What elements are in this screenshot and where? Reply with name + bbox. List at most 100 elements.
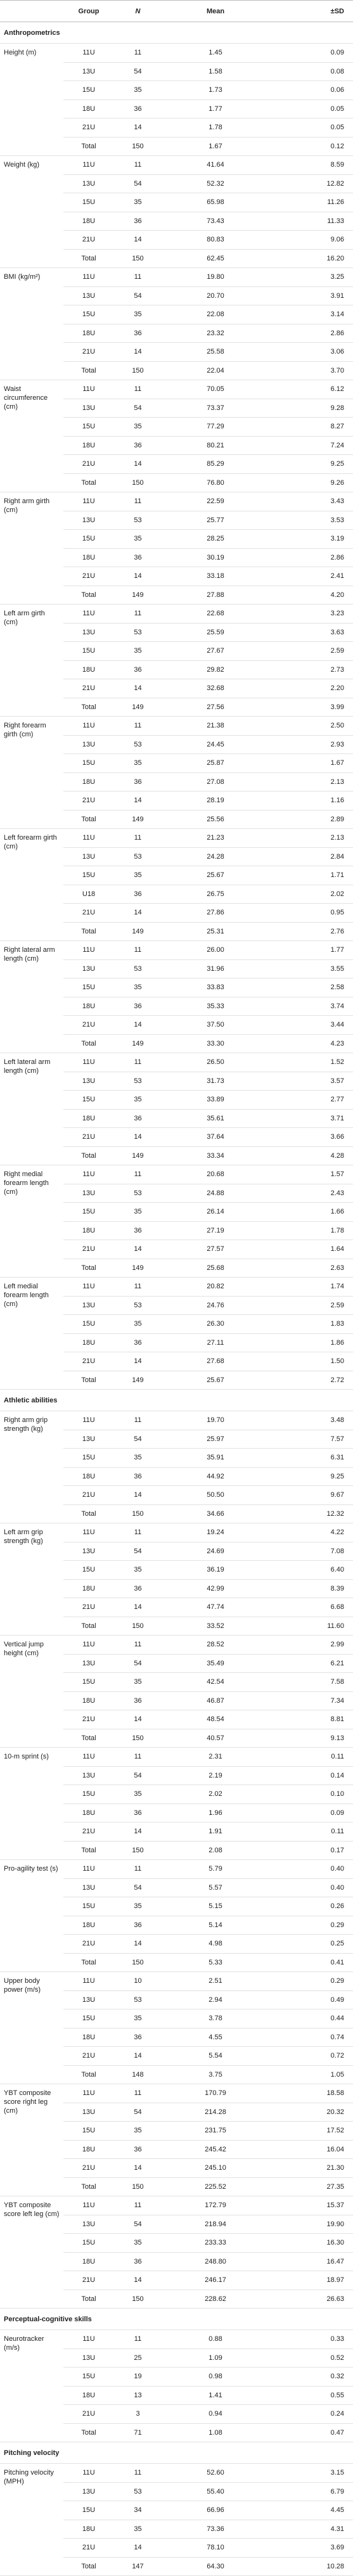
data-row: Total 149 25.56 2.89 xyxy=(0,810,353,829)
n-cell: 36 xyxy=(114,2028,162,2047)
data-row: Total 150 225.52 27.35 xyxy=(0,2177,353,2196)
group-cell: 21U xyxy=(63,454,114,474)
mean-cell: 1.67 xyxy=(162,137,269,156)
sd-cell: 0.40 xyxy=(269,1878,353,1897)
mean-cell: 2.08 xyxy=(162,1841,269,1860)
mean-cell: 0.88 xyxy=(162,2329,269,2349)
group-cell: 21U xyxy=(63,791,114,811)
group-cell: Total xyxy=(63,1034,114,1053)
mean-cell: 245.42 xyxy=(162,2140,269,2159)
variable-name: BMI (kg/m²) xyxy=(0,267,63,380)
sd-cell: 0.08 xyxy=(269,62,353,81)
sd-cell: 1.67 xyxy=(269,753,353,773)
n-cell: 54 xyxy=(114,286,162,305)
n-cell: 54 xyxy=(114,2215,162,2234)
n-cell: 14 xyxy=(114,1127,162,1147)
mean-cell: 27.56 xyxy=(162,698,269,717)
data-row: Height (m) 11U 11 1.45 0.09 xyxy=(0,43,353,156)
mean-cell: 36.19 xyxy=(162,1560,269,1580)
data-row: Total 150 1.67 0.12 xyxy=(0,137,353,156)
n-cell: 14 xyxy=(114,1822,162,1842)
mean-cell: 1.08 xyxy=(162,2423,269,2442)
sd-cell: 3.70 xyxy=(269,361,353,380)
sd-cell: 0.29 xyxy=(269,1916,353,1935)
n-cell: 150 xyxy=(114,2290,162,2309)
group-cell: Total xyxy=(63,810,114,829)
data-row: 13U 53 24.45 2.93 xyxy=(0,735,353,754)
n-cell: 35 xyxy=(114,641,162,661)
n-cell: 150 xyxy=(114,361,162,380)
data-row: 18U 36 30.19 2.86 xyxy=(0,548,353,567)
group-cell: 11U xyxy=(63,1859,114,1879)
sd-cell: 0.14 xyxy=(269,1766,353,1785)
n-cell: 11 xyxy=(114,2463,162,2483)
mean-cell: 26.00 xyxy=(162,940,269,960)
mean-cell: 1.78 xyxy=(162,118,269,138)
group-cell: 13U xyxy=(63,1430,114,1449)
variable-name: Pro-agility test (s) xyxy=(0,1859,63,1972)
group-cell: 18U xyxy=(63,1804,114,1823)
mean-cell: 21.38 xyxy=(162,716,269,736)
section-row: Pitching velocity xyxy=(0,2442,353,2464)
group-cell: 15U xyxy=(63,80,114,100)
sd-cell: 2.20 xyxy=(269,679,353,698)
data-row: 18U 36 44.92 9.25 xyxy=(0,1467,353,1486)
mean-cell: 41.64 xyxy=(162,155,269,175)
sd-cell: 2.72 xyxy=(269,1371,353,1390)
group-cell: 18U xyxy=(63,212,114,231)
data-row: Total 149 33.34 4.28 xyxy=(0,1146,353,1165)
data-row: 21U 14 85.29 9.25 xyxy=(0,454,353,474)
sd-cell: 2.73 xyxy=(269,660,353,679)
data-row: 13U 54 52.32 12.82 xyxy=(0,174,353,193)
group-cell: 21U xyxy=(63,1015,114,1035)
sd-cell: 2.43 xyxy=(269,1184,353,1203)
n-cell: 53 xyxy=(114,1184,162,1203)
mean-cell: 172.79 xyxy=(162,2196,269,2215)
group-cell: Total xyxy=(63,922,114,941)
group-cell: 21U xyxy=(63,118,114,138)
group-cell: 18U xyxy=(63,1579,114,1598)
mean-cell: 35.61 xyxy=(162,1109,269,1128)
mean-cell: 20.82 xyxy=(162,1277,269,1297)
n-cell: 11 xyxy=(114,1859,162,1879)
sd-cell: 4.23 xyxy=(269,1034,353,1053)
n-cell: 11 xyxy=(114,1747,162,1767)
mean-cell: 19.24 xyxy=(162,1523,269,1542)
n-cell: 149 xyxy=(114,1371,162,1390)
mean-cell: 23.32 xyxy=(162,324,269,343)
n-cell: 11 xyxy=(114,940,162,960)
mean-cell: 42.54 xyxy=(162,1672,269,1692)
mean-cell: 24.88 xyxy=(162,1184,269,1203)
sd-cell: 21.30 xyxy=(269,2158,353,2178)
n-cell: 150 xyxy=(114,1953,162,1972)
n-cell: 10 xyxy=(114,1971,162,1991)
sd-cell: 2.50 xyxy=(269,716,353,736)
n-cell: 11 xyxy=(114,828,162,848)
n-cell: 14 xyxy=(114,1934,162,1954)
group-cell: 13U xyxy=(63,2482,114,2501)
mean-cell: 25.59 xyxy=(162,623,269,642)
n-cell: 36 xyxy=(114,1916,162,1935)
data-row: 15U 35 27.67 2.59 xyxy=(0,641,353,661)
sd-cell: 0.11 xyxy=(269,1747,353,1767)
header-row: Group N Mean ±SD xyxy=(0,0,353,22)
sd-cell: 1.71 xyxy=(269,866,353,885)
group-cell: Total xyxy=(63,137,114,156)
sd-cell: 0.72 xyxy=(269,2046,353,2066)
data-row: 21U 14 5.54 0.72 xyxy=(0,2046,353,2066)
n-cell: 35 xyxy=(114,193,162,212)
data-row: 21U 14 28.19 1.16 xyxy=(0,791,353,811)
n-cell: 150 xyxy=(114,2177,162,2196)
n-cell: 53 xyxy=(114,623,162,642)
n-cell: 53 xyxy=(114,511,162,530)
mean-cell: 0.98 xyxy=(162,2367,269,2387)
data-row: 15U 35 42.54 7.58 xyxy=(0,1672,353,1692)
group-cell: 21U xyxy=(63,1485,114,1505)
n-cell: 149 xyxy=(114,586,162,605)
group-cell: 21U xyxy=(63,1934,114,1954)
sd-cell: 16.20 xyxy=(269,249,353,268)
variable-name: YBT composite score right leg (cm) xyxy=(0,2084,63,2196)
mean-cell: 27.11 xyxy=(162,1333,269,1352)
mean-cell: 25.68 xyxy=(162,1259,269,1278)
